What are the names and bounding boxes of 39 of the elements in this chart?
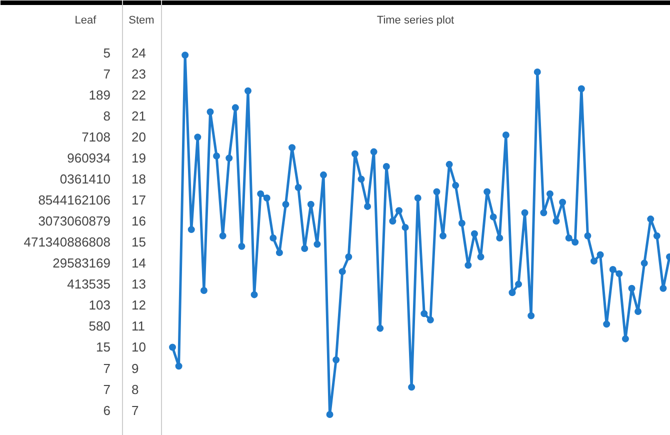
- text: 413535: [67, 276, 111, 292]
- text: 103: [88, 298, 111, 313]
- text: 7: [103, 66, 111, 82]
- text: 7: [103, 360, 111, 376]
- text: Leaf: [74, 14, 98, 26]
- text: 189: [88, 88, 111, 103]
- y-tick-label: 18: [132, 172, 146, 187]
- text: 3073060879: [38, 214, 111, 229]
- y-tick-label: 12: [132, 298, 146, 313]
- text: 7: [103, 382, 111, 397]
- y-axis-title: Stem: [128, 14, 154, 26]
- y-tick-label: 16: [132, 214, 146, 229]
- y-tick-label: 15: [132, 234, 146, 250]
- text: 8: [103, 108, 111, 124]
- y-tick-label: 17: [132, 192, 146, 208]
- y-tick-label: 9: [132, 360, 139, 376]
- text: 471340886808: [24, 234, 111, 250]
- text: Time series plot: [376, 14, 454, 26]
- y-tick-label: 22: [132, 88, 146, 103]
- text: 0361410: [60, 172, 111, 187]
- y-tick-label: 21: [132, 108, 146, 124]
- text: 5: [103, 46, 111, 61]
- y-tick-label: 23: [132, 66, 146, 82]
- text: 7108: [82, 130, 110, 145]
- y-tick-label: 14: [132, 256, 146, 271]
- y-tick-label: 8: [132, 382, 139, 397]
- y-tick-label: 13: [132, 276, 146, 292]
- text: 580: [88, 318, 111, 334]
- y-tick-label: 11: [132, 318, 145, 334]
- y-tick-label: 19: [132, 150, 146, 166]
- text: 15: [96, 340, 111, 355]
- y-tick-label: 20: [132, 130, 146, 145]
- text: 29583169: [52, 256, 111, 271]
- y-tick-label: 7: [132, 402, 139, 418]
- y-tick-label: 24: [132, 46, 146, 61]
- text: 6: [103, 402, 111, 418]
- text: 960934: [67, 150, 111, 166]
- text: 8544162106: [38, 192, 111, 208]
- y-tick-label: 10: [132, 340, 146, 355]
